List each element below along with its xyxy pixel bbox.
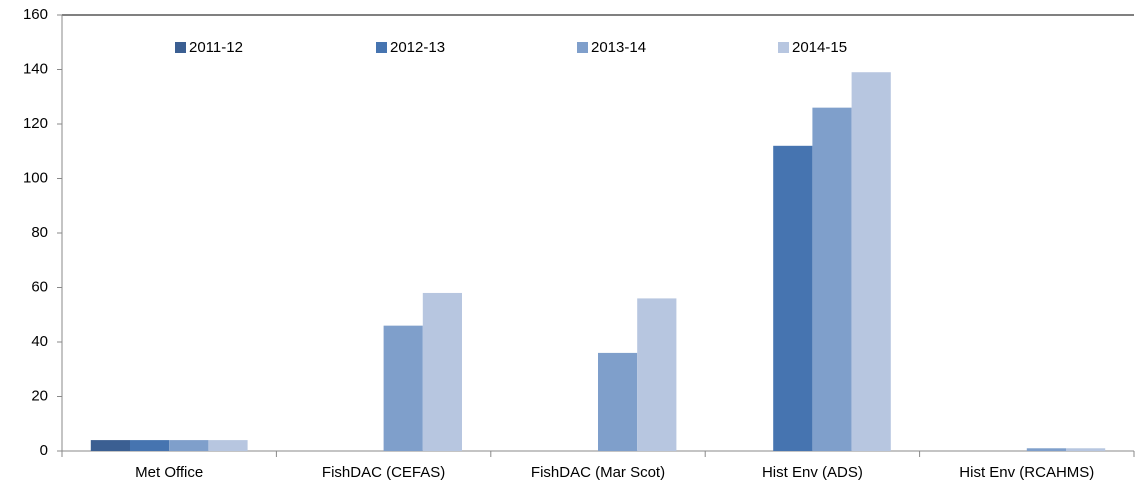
y-tick-label: 0 — [40, 442, 48, 459]
bar — [637, 298, 677, 451]
y-tick-label: 40 — [31, 333, 48, 350]
x-tick-label: Hist Env (RCAHMS) — [959, 464, 1094, 481]
bar — [1026, 448, 1066, 451]
x-tick-label: Met Office — [135, 464, 203, 481]
bar — [773, 145, 813, 452]
legend-label: 2011-12 — [189, 39, 243, 56]
bar — [812, 107, 852, 452]
legend-label: 2012-13 — [390, 39, 445, 56]
bar — [90, 440, 130, 451]
x-tick-label: FishDAC (CEFAS) — [322, 464, 445, 481]
y-tick-label: 20 — [31, 387, 48, 404]
bar — [422, 292, 462, 451]
y-tick-label: 140 — [23, 60, 48, 77]
legend-swatch — [577, 42, 588, 53]
x-tick-label: FishDAC (Mar Scot) — [531, 464, 665, 481]
legend-label: 2013-14 — [591, 39, 646, 56]
legend-swatch — [376, 42, 387, 53]
legend-swatch — [175, 42, 186, 53]
bar — [383, 325, 423, 451]
bar — [598, 352, 638, 451]
y-tick-label: 160 — [23, 6, 48, 23]
y-tick-label: 60 — [31, 278, 48, 295]
legend-label: 2014-15 — [792, 39, 847, 56]
legend-swatch — [778, 42, 789, 53]
bar — [169, 440, 209, 451]
bar — [130, 440, 170, 451]
bar — [851, 72, 891, 451]
bar — [1066, 448, 1106, 451]
x-tick-label: Hist Env (ADS) — [762, 464, 863, 481]
bar — [208, 440, 248, 451]
y-tick-label: 80 — [31, 224, 48, 241]
y-tick-label: 120 — [23, 115, 48, 132]
y-tick-label: 100 — [23, 169, 48, 186]
